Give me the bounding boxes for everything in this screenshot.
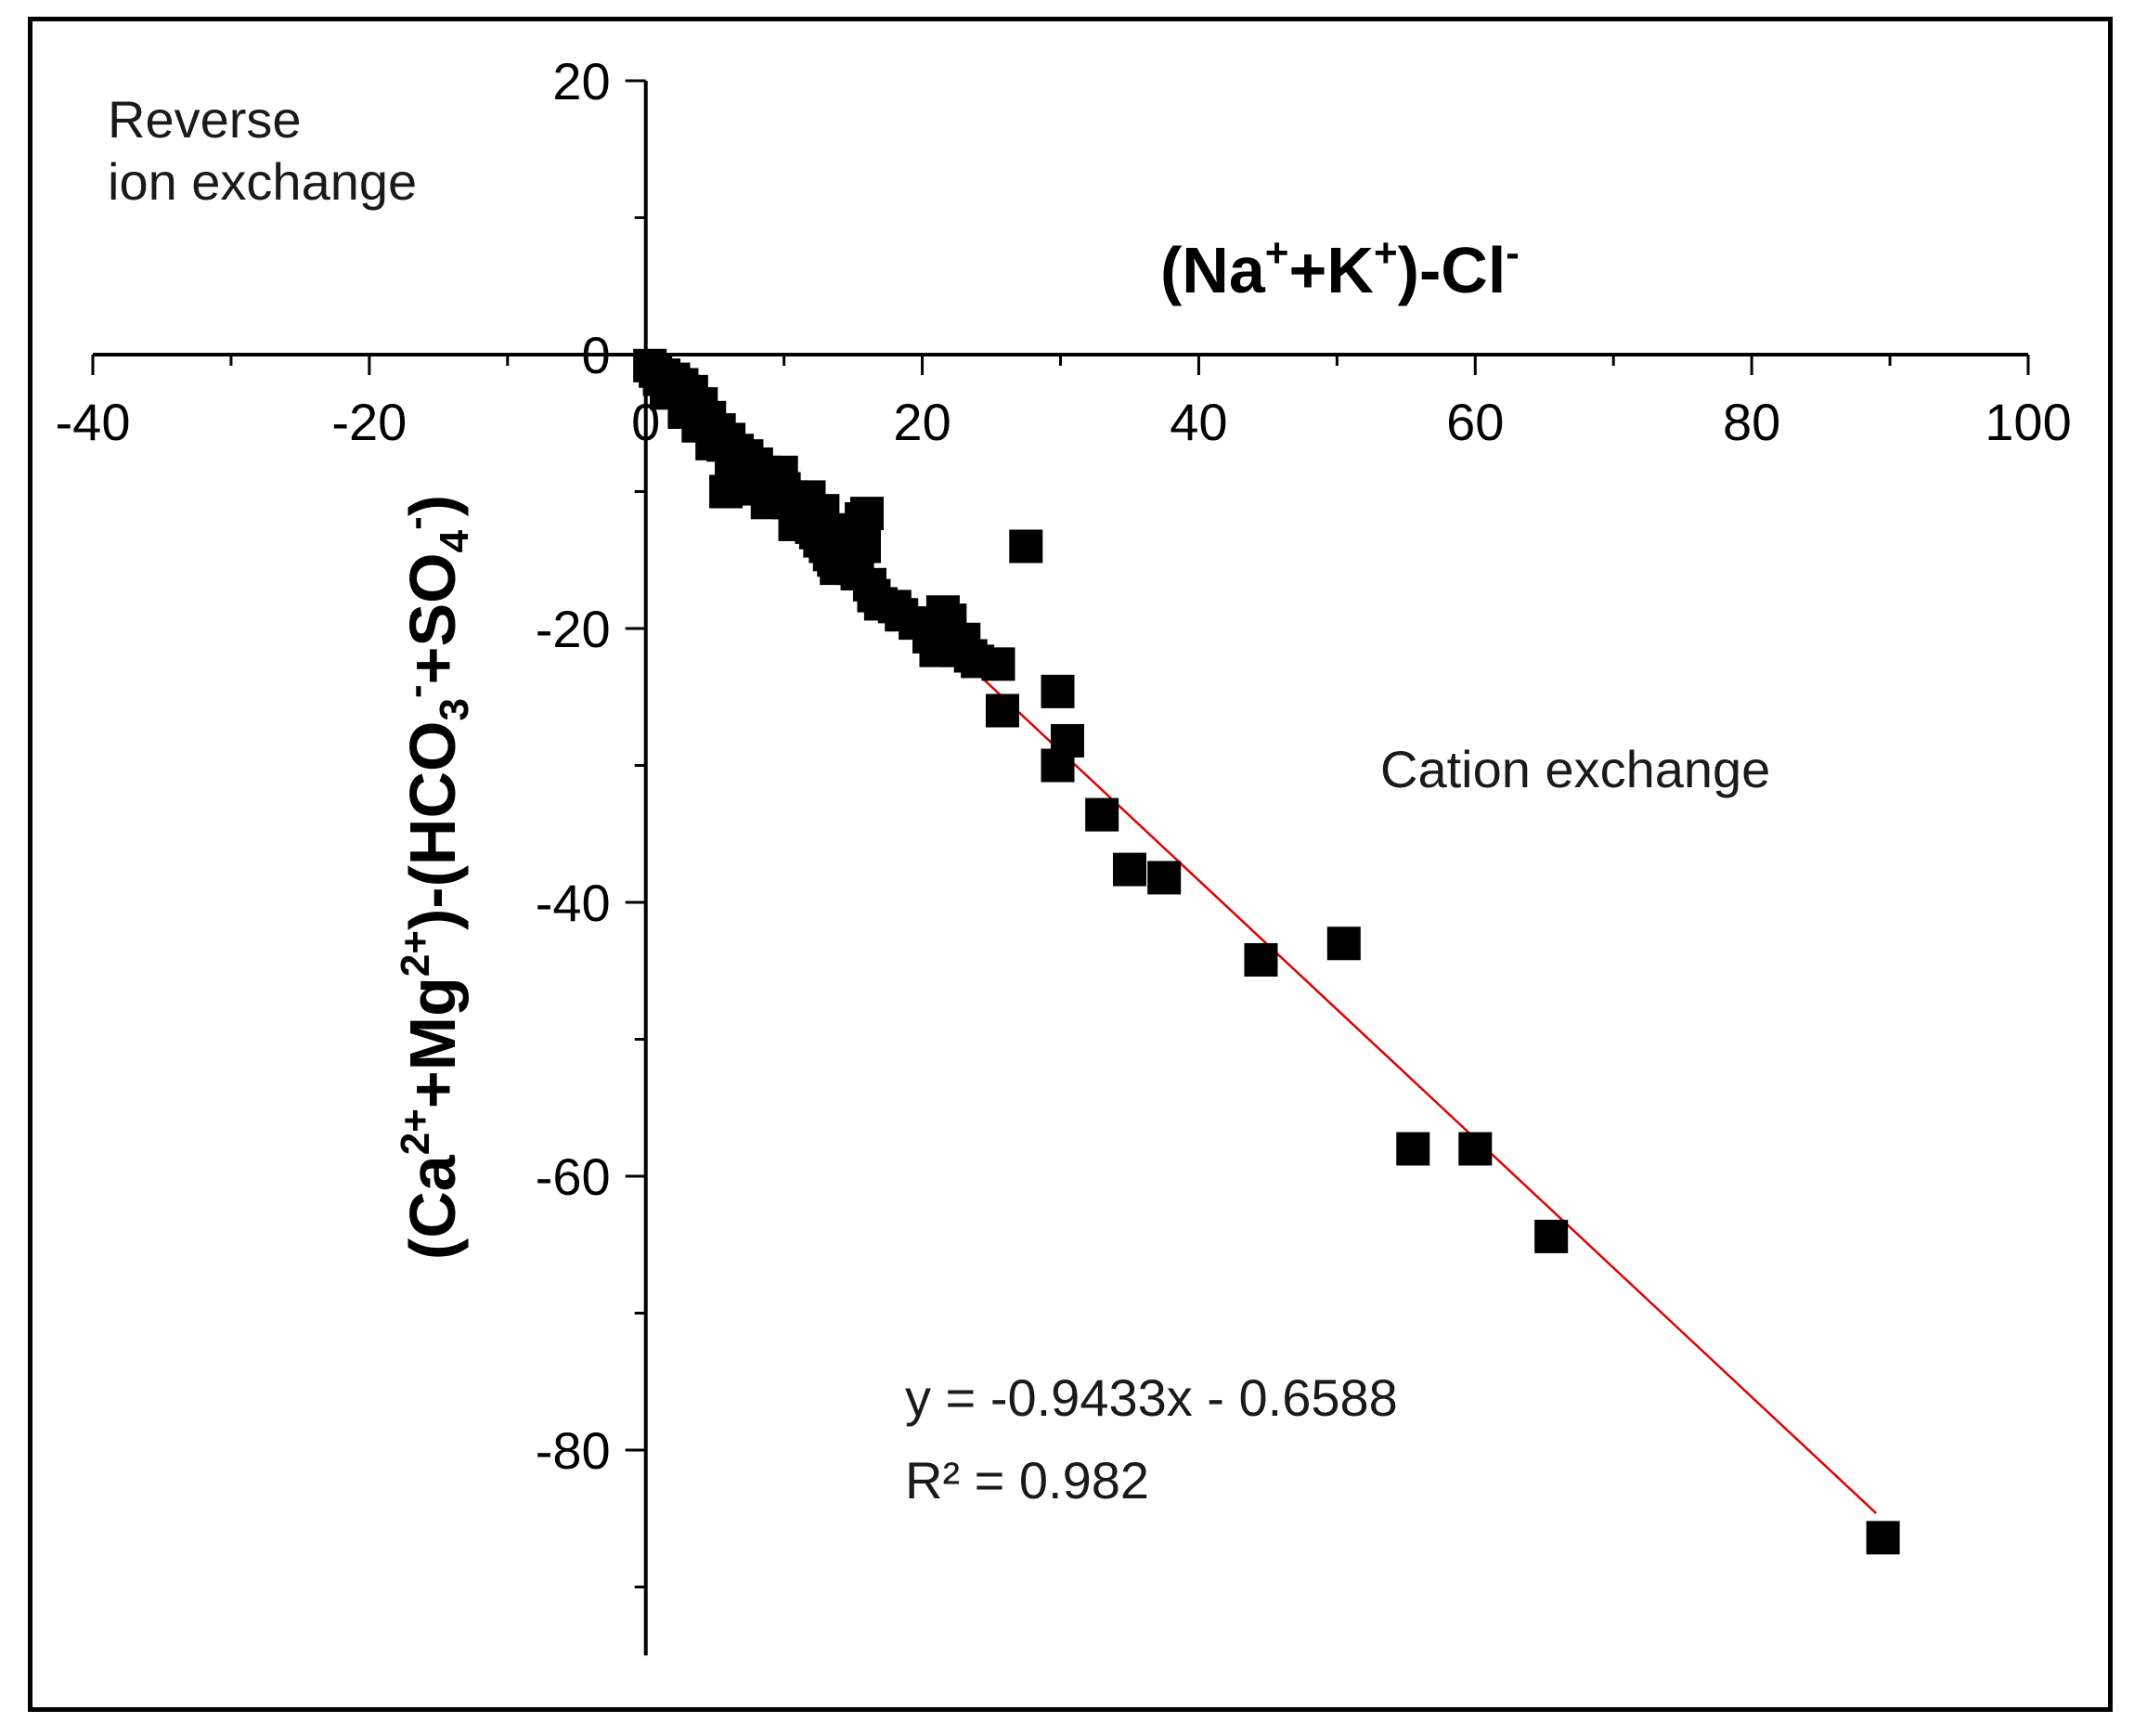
annotation-reverse-ion-exchange-line2: ion exchange	[108, 152, 417, 211]
y-axis-title: (Ca2++Mg2+)-(HCO3-+SO4-)	[393, 495, 477, 1260]
data-point	[1326, 926, 1361, 961]
axis-title-part: -	[1506, 230, 1520, 276]
y-tick-label: -60	[536, 1147, 611, 1206]
annotation-reverse-ion-exchange-line1: Reverse	[108, 90, 302, 149]
data-point	[1866, 1521, 1900, 1555]
data-point	[1009, 529, 1043, 564]
y-tick-label: -20	[536, 600, 611, 658]
data-point	[722, 472, 757, 506]
y-tick-label: -80	[536, 1421, 611, 1480]
axis-title-part: 3	[432, 698, 477, 720]
x-tick-label: 60	[1446, 393, 1504, 451]
x-tick-label: 20	[893, 393, 951, 451]
x-tick-label: -20	[331, 393, 407, 451]
ticks	[91, 79, 2030, 1588]
data-point	[985, 693, 1019, 728]
axis-title-part: )	[396, 495, 469, 516]
axis-title-part: +K	[1289, 234, 1374, 306]
chart-frame	[28, 17, 2113, 1712]
axis-title-part: -	[393, 684, 438, 698]
axis-title-part: 2+	[393, 930, 438, 977]
data-point	[847, 529, 882, 564]
r-squared: R² = 0.982	[905, 1451, 1149, 1509]
data-point	[1041, 674, 1075, 708]
x-tick-label: 100	[1985, 393, 2071, 451]
axis-title-part: (Na	[1160, 234, 1266, 306]
x-axis-title: (Na++K+)-Cl-	[1160, 230, 1520, 306]
data-point	[1244, 942, 1278, 977]
data-point	[852, 567, 886, 602]
axis-title-part: +Mg	[396, 977, 469, 1108]
data-point	[1085, 797, 1119, 832]
y-tick-label: -40	[536, 874, 611, 932]
axis-title-part: -	[393, 516, 438, 530]
data-point	[1396, 1132, 1430, 1166]
data-point	[681, 408, 716, 443]
data-points	[633, 348, 1900, 1555]
data-point	[919, 633, 953, 667]
data-point	[1112, 852, 1146, 887]
data-point	[953, 639, 988, 673]
axis-title-part: )-(HCO	[396, 721, 469, 930]
data-point	[850, 497, 884, 531]
x-tick-label: -40	[56, 393, 131, 451]
x-tick-label: 40	[1170, 393, 1227, 451]
axis-title-part: +	[1265, 230, 1289, 276]
axis-title-part: +	[1374, 230, 1398, 276]
y-tick-label: 0	[582, 326, 611, 384]
data-point	[1147, 861, 1182, 895]
axis-title-part: 4	[432, 529, 477, 552]
axis-title-part: (Ca	[396, 1154, 469, 1260]
regression-equation: y = -0.9433x - 0.6588	[905, 1368, 1398, 1427]
axis-title-part: )-Cl	[1398, 234, 1507, 306]
data-point	[1458, 1132, 1493, 1166]
data-point	[764, 455, 798, 489]
x-tick-label: 80	[1723, 393, 1780, 451]
annotation-cation-exchange: Cation exchange	[1380, 740, 1770, 798]
data-point	[1534, 1219, 1569, 1253]
data-point	[1050, 723, 1084, 758]
data-point	[806, 494, 840, 528]
axis-title-part: 2+	[393, 1108, 438, 1155]
y-tick-label: 20	[552, 52, 610, 110]
data-point	[885, 598, 919, 632]
axis-title-part: +SO	[396, 552, 469, 684]
